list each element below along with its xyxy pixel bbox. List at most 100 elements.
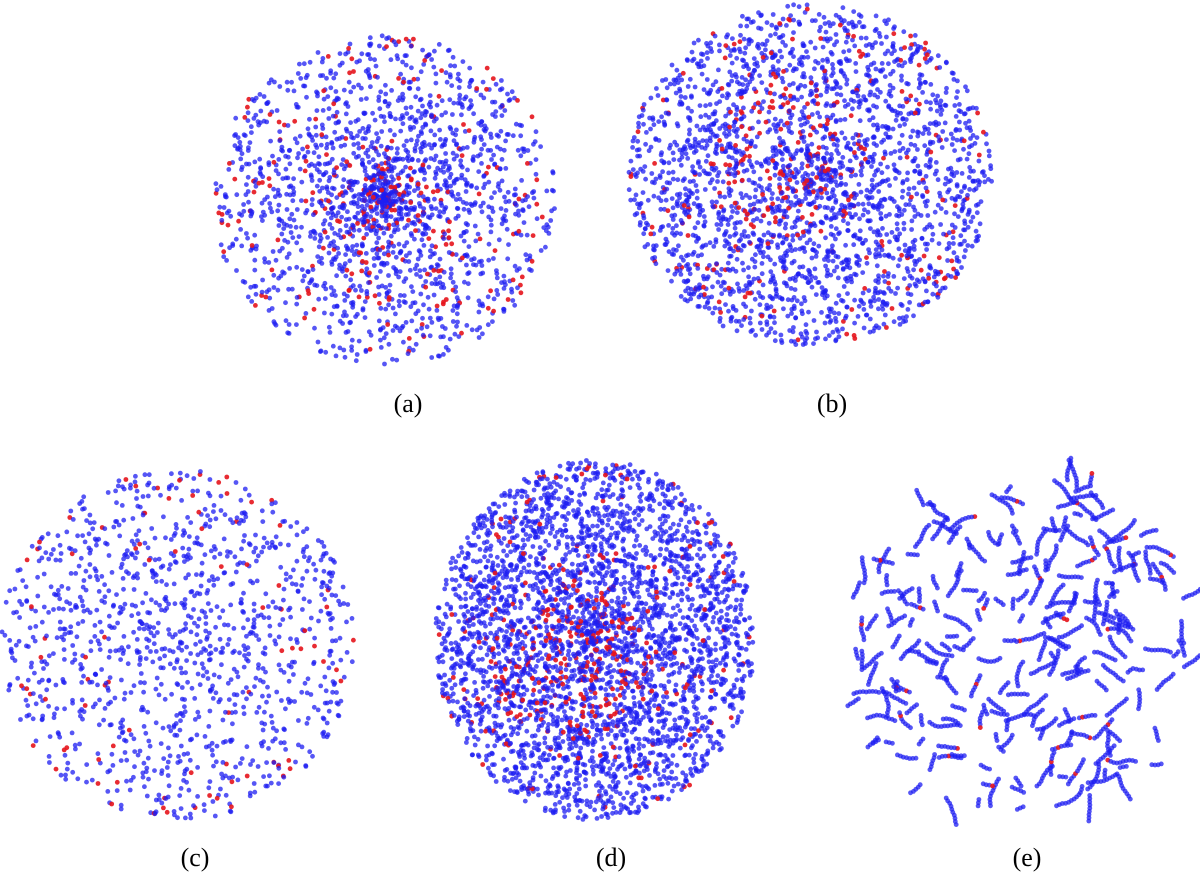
point — [823, 235, 828, 241]
point — [434, 184, 440, 189]
point — [791, 188, 796, 194]
point — [799, 308, 805, 314]
point — [728, 188, 734, 193]
point — [873, 66, 879, 72]
point — [880, 303, 885, 308]
point — [963, 248, 968, 253]
point — [412, 169, 417, 175]
point — [529, 258, 535, 264]
point — [371, 145, 377, 151]
point — [457, 92, 463, 98]
point — [690, 252, 696, 257]
point — [937, 288, 943, 294]
point — [982, 179, 988, 185]
point — [432, 48, 437, 54]
point — [491, 296, 497, 302]
point — [790, 36, 795, 42]
point — [310, 267, 316, 272]
point — [355, 133, 360, 139]
point — [749, 74, 754, 79]
point — [368, 175, 373, 181]
point — [726, 285, 732, 291]
point — [670, 176, 676, 182]
point — [759, 80, 765, 85]
point — [501, 309, 507, 314]
point — [410, 300, 416, 306]
point — [828, 50, 834, 55]
point — [899, 252, 904, 258]
point — [498, 146, 503, 152]
point — [777, 135, 782, 141]
point — [727, 69, 733, 75]
point — [140, 600, 146, 606]
point — [692, 84, 698, 90]
point — [691, 40, 697, 46]
point — [751, 86, 757, 92]
point — [476, 309, 482, 315]
point — [426, 306, 432, 312]
point — [657, 175, 663, 181]
point — [410, 289, 416, 294]
point — [878, 216, 884, 221]
point — [251, 189, 257, 195]
point — [291, 88, 297, 94]
point — [730, 36, 735, 41]
point — [635, 129, 641, 135]
point — [744, 23, 750, 29]
point — [778, 104, 783, 110]
point — [254, 243, 259, 249]
point — [926, 275, 932, 281]
point — [46, 556, 52, 562]
point — [814, 329, 819, 335]
point — [841, 284, 847, 289]
point — [882, 51, 888, 57]
point — [480, 331, 485, 337]
point — [926, 272, 931, 278]
point — [495, 292, 501, 297]
point — [715, 179, 720, 184]
point — [450, 308, 456, 313]
point — [350, 244, 355, 249]
point — [338, 143, 344, 149]
point — [233, 569, 239, 575]
point — [881, 321, 887, 327]
point — [949, 222, 955, 228]
point — [253, 303, 258, 308]
point — [498, 206, 504, 212]
point — [441, 285, 447, 291]
point — [333, 353, 339, 359]
point — [415, 158, 421, 163]
point — [710, 132, 716, 137]
point — [418, 190, 424, 196]
point — [382, 361, 387, 367]
point — [92, 634, 98, 639]
point — [857, 19, 862, 25]
point — [800, 41, 806, 47]
point — [421, 167, 427, 173]
point — [394, 150, 400, 156]
point — [307, 280, 312, 286]
point — [424, 324, 430, 330]
point — [326, 665, 332, 671]
point — [740, 157, 746, 162]
point — [383, 285, 389, 290]
point — [245, 235, 251, 241]
point — [267, 201, 273, 206]
point — [920, 131, 926, 137]
point — [14, 609, 19, 615]
point — [686, 188, 692, 194]
point — [450, 112, 455, 117]
point — [687, 142, 693, 148]
point — [444, 79, 450, 85]
point — [824, 121, 830, 127]
point — [821, 75, 827, 81]
point — [819, 65, 825, 71]
point — [415, 217, 421, 223]
point — [157, 656, 163, 662]
point — [814, 129, 820, 135]
point — [253, 95, 259, 101]
point — [289, 286, 295, 292]
point — [975, 110, 980, 116]
point — [418, 274, 423, 280]
point — [865, 196, 871, 201]
